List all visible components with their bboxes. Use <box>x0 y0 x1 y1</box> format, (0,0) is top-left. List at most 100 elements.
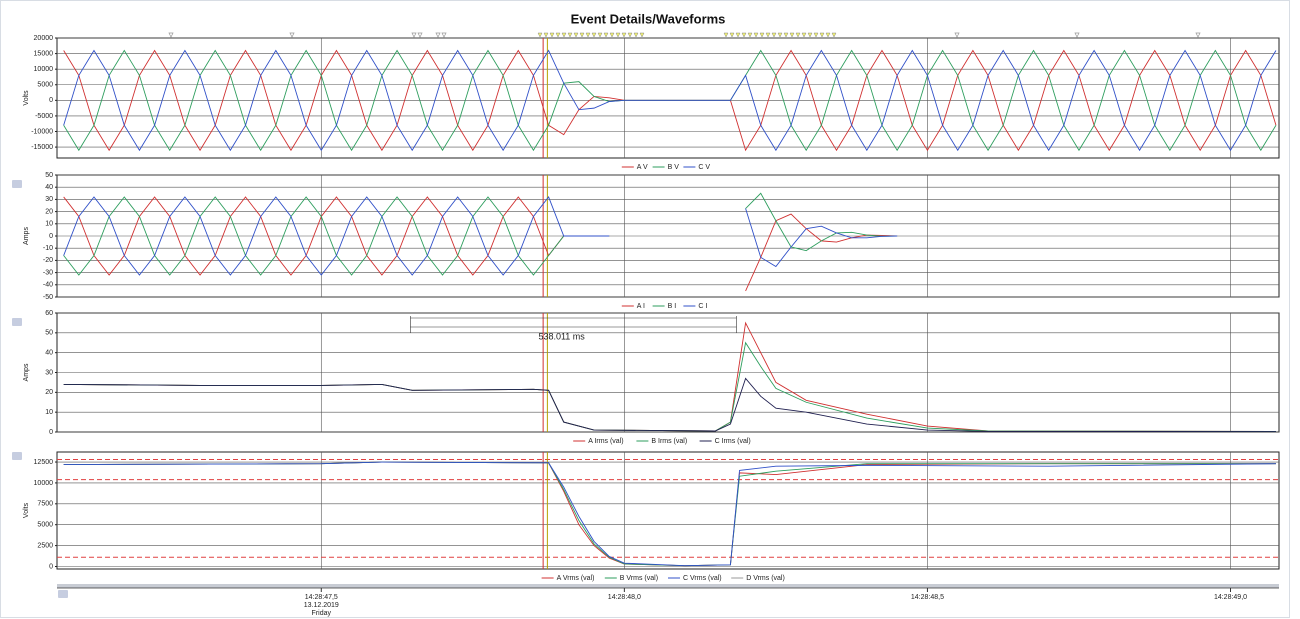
event-marker <box>801 32 807 38</box>
event-marker <box>819 32 825 38</box>
y-tick-label: 2500 <box>37 542 53 549</box>
x-tick-label: 14:28:48,5 <box>911 594 944 601</box>
date-label: 13.12.2019 <box>304 602 339 609</box>
event-marker <box>168 32 174 38</box>
series-line <box>63 377 1276 433</box>
plot-area <box>56 37 1280 159</box>
event-marker <box>417 32 423 38</box>
y-tick-label: 0 <box>49 233 53 240</box>
series-line <box>63 49 1277 152</box>
event-marker <box>747 32 753 38</box>
event-marker <box>597 32 603 38</box>
legend-label: C Vrms (val) <box>683 575 722 582</box>
day-label: Friday <box>312 610 332 617</box>
event-marker <box>723 32 729 38</box>
y-tick-label: 10000 <box>34 480 54 487</box>
event-marker <box>609 32 615 38</box>
legend-label: C I <box>698 303 707 310</box>
x-tick-label: 14:28:47,5 <box>305 594 338 601</box>
event-marker <box>741 32 747 38</box>
event-marker <box>567 32 573 38</box>
y-tick-label: 20 <box>45 208 53 215</box>
event-marker <box>795 32 801 38</box>
y-tick-label: 0 <box>49 563 53 570</box>
lock-icon[interactable] <box>12 452 22 460</box>
plot-area <box>56 451 1280 570</box>
event-marker <box>753 32 759 38</box>
event-marker <box>735 32 741 38</box>
time-axis-bar <box>57 584 1279 588</box>
event-marker <box>759 32 765 38</box>
y-tick-label: 12500 <box>34 459 54 466</box>
x-tick-label: 14:28:48,0 <box>608 594 641 601</box>
lock-icon[interactable] <box>12 318 22 326</box>
event-marker <box>603 32 609 38</box>
legend-label: A Vrms (val) <box>557 575 595 582</box>
y-tick-label: 15000 <box>34 50 54 57</box>
y-tick-label: -10000 <box>31 128 53 135</box>
event-marker <box>1074 32 1080 38</box>
event-marker <box>621 32 627 38</box>
y-axis-label: Volts <box>23 502 30 518</box>
event-marker <box>615 32 621 38</box>
y-tick-label: -50 <box>43 294 53 301</box>
event-marker <box>561 32 567 38</box>
y-tick-label: 40 <box>45 184 53 191</box>
event-marker <box>573 32 579 38</box>
event-marker <box>627 32 633 38</box>
y-tick-label: 30 <box>45 369 53 376</box>
event-marker <box>729 32 735 38</box>
event-marker <box>777 32 783 38</box>
lock-icon[interactable] <box>12 180 22 188</box>
y-tick-label: 5000 <box>37 522 53 529</box>
y-tick-label: 10 <box>45 221 53 228</box>
x-tick-label: 14:28:49,0 <box>1214 594 1247 601</box>
y-tick-label: 0 <box>49 429 53 436</box>
event-marker <box>435 32 441 38</box>
y-tick-label: 10 <box>45 409 53 416</box>
y-tick-label: -20 <box>43 257 53 264</box>
measure-label: 538.011 ms <box>538 331 585 341</box>
y-tick-label: 20 <box>45 389 53 396</box>
y-axis-label: Amps <box>23 363 30 381</box>
legend-label: B V <box>668 164 680 171</box>
event-marker <box>289 32 295 38</box>
event-marker <box>771 32 777 38</box>
y-tick-label: 0 <box>49 97 53 104</box>
y-axis-label: Amps <box>23 227 30 245</box>
y-tick-label: 50 <box>45 172 53 179</box>
event-marker <box>441 32 447 38</box>
y-tick-label: -15000 <box>31 144 53 151</box>
event-marker <box>549 32 555 38</box>
event-marker <box>1195 32 1201 38</box>
y-tick-label: -5000 <box>35 113 53 120</box>
event-marker <box>807 32 813 38</box>
y-tick-label: 20000 <box>34 35 54 42</box>
series-line <box>63 196 898 276</box>
event-marker <box>825 32 831 38</box>
y-tick-label: 60 <box>45 310 53 317</box>
event-marker <box>954 32 960 38</box>
event-marker <box>579 32 585 38</box>
y-tick-label: -30 <box>43 269 53 276</box>
lock-icons <box>12 180 68 598</box>
event-marker <box>831 32 837 38</box>
event-marker <box>537 32 543 38</box>
legend-label: B Vrms (val) <box>620 575 658 582</box>
event-marker <box>585 32 591 38</box>
y-tick-label: 50 <box>45 330 53 337</box>
lock-icon[interactable] <box>58 590 68 598</box>
legend-label: A Irms (val) <box>588 438 623 445</box>
y-tick-label: 40 <box>45 350 53 357</box>
series-line <box>63 461 1276 567</box>
event-markers <box>168 32 1201 38</box>
legend-label: B I <box>668 303 677 310</box>
y-tick-label: 10000 <box>34 66 54 73</box>
event-marker <box>591 32 597 38</box>
event-marker <box>543 32 549 38</box>
legend-label: D Vrms (val) <box>746 575 785 582</box>
event-marker <box>813 32 819 38</box>
y-tick-label: 7500 <box>37 501 53 508</box>
event-marker <box>555 32 561 38</box>
